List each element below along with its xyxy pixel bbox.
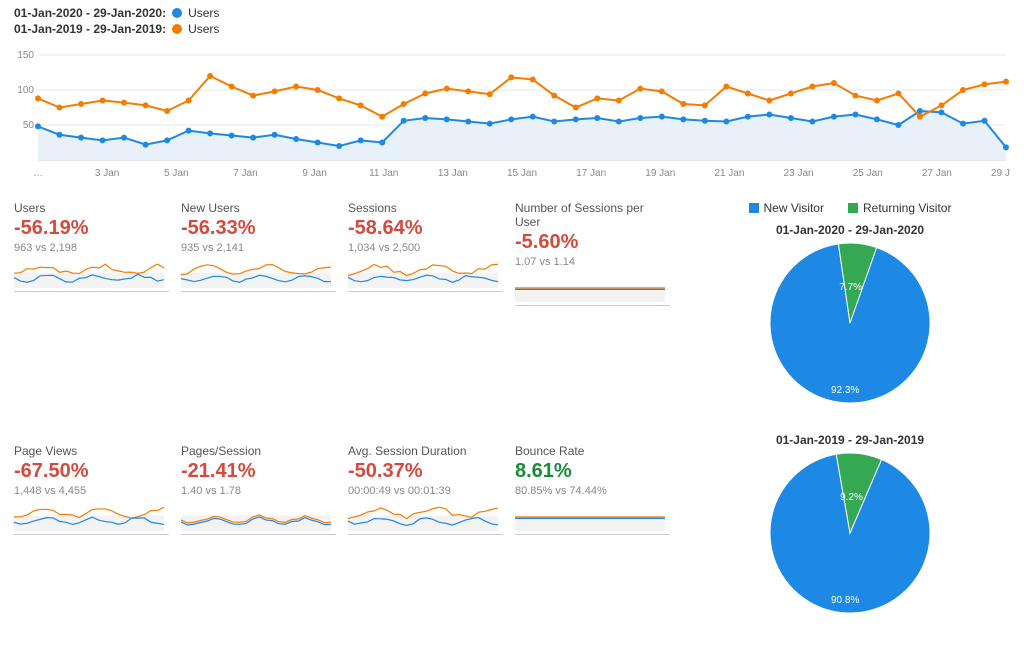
pie-section: New Visitor Returning Visitor 01-Jan-202… [690, 201, 1010, 643]
sparkline [14, 260, 164, 288]
pie-legend-returning-label: Returning Visitor [863, 201, 952, 215]
legend-period-2: 01-Jan-2019 - 29-Jan-2019: [14, 22, 166, 36]
sparkline-wrap [181, 503, 336, 535]
legend-series-label-1: Users [188, 6, 219, 20]
sparkline-wrap [14, 260, 169, 292]
svg-text:25 Jan: 25 Jan [853, 168, 883, 179]
pie-slice-label-returning: 7.7% [839, 282, 862, 293]
dot-icon [172, 8, 182, 18]
legend-row-2019: 01-Jan-2019 - 29-Jan-2019: Users [14, 22, 1010, 36]
sparkline [348, 503, 498, 531]
svg-text:19 Jan: 19 Jan [645, 168, 675, 179]
metric-percent: -50.37% [348, 460, 503, 483]
svg-text:23 Jan: 23 Jan [784, 168, 814, 179]
metric-comparison: 1.40 vs 1.78 [181, 485, 336, 497]
svg-text:…: … [33, 168, 43, 179]
svg-text:11 Jan: 11 Jan [369, 168, 398, 179]
sparkline [181, 503, 331, 531]
pie-title: 01-Jan-2019 - 29-Jan-2019 [690, 433, 1010, 447]
metric-percent: -67.50% [14, 460, 169, 483]
metric-comparison: 1,448 vs 4,455 [14, 485, 169, 497]
svg-text:7 Jan: 7 Jan [233, 168, 257, 179]
metric-card[interactable]: Page Views -67.50% 1,448 vs 4,455 [14, 444, 169, 643]
metric-comparison: 1,034 vs 2,500 [348, 242, 503, 254]
sparkline [515, 503, 665, 531]
pie-title: 01-Jan-2020 - 29-Jan-2020 [690, 223, 1010, 237]
metric-card[interactable]: Sessions -58.64% 1,034 vs 2,500 [348, 201, 503, 414]
metric-comparison: 80.85% vs 74.44% [515, 485, 670, 497]
sparkline [515, 274, 665, 302]
metric-title: Bounce Rate [515, 444, 670, 458]
sparkline [181, 260, 331, 288]
pie-legend: New Visitor Returning Visitor [690, 201, 1010, 215]
metric-title: Page Views [14, 444, 169, 458]
pie-legend-returning: Returning Visitor [848, 201, 952, 215]
svg-text:50: 50 [23, 120, 35, 131]
metric-title: Sessions [348, 201, 503, 215]
legend-series-label-2: Users [188, 22, 219, 36]
metric-card[interactable]: Bounce Rate 8.61% 80.85% vs 74.44% [515, 444, 670, 643]
svg-text:21 Jan: 21 Jan [714, 168, 744, 179]
pie-slice-label-returning: 9.2% [840, 492, 863, 503]
pie-legend-new: New Visitor [749, 201, 824, 215]
metric-percent: -56.33% [181, 217, 336, 240]
metric-card[interactable]: Pages/Session -21.41% 1.40 vs 1.78 [181, 444, 336, 643]
legend-period-1: 01-Jan-2020 - 29-Jan-2020: [14, 6, 166, 20]
legend-row-2020: 01-Jan-2020 - 29-Jan-2020: Users [14, 6, 1010, 20]
metric-title: Pages/Session [181, 444, 336, 458]
svg-text:29 Jan: 29 Jan [991, 168, 1010, 179]
line-chart-svg: 50 100 150 … 3 Jan 5 Jan 7 Jan 9 Jan 11 Jan 13 Ja… [14, 40, 1010, 180]
pie-slice-label-new: 90.8% [831, 595, 859, 606]
sparkline [14, 503, 164, 531]
svg-text:5 Jan: 5 Jan [164, 168, 188, 179]
metric-card[interactable]: Number of Sessions per User -5.60% 1.07 … [515, 201, 670, 414]
sparkline [348, 260, 498, 288]
square-icon [848, 203, 858, 213]
metric-card[interactable]: Users -56.19% 963 vs 2,198 [14, 201, 169, 414]
metric-card[interactable]: Avg. Session Duration -50.37% 00:00:49 v… [348, 444, 503, 643]
svg-text:9 Jan: 9 Jan [302, 168, 326, 179]
dot-icon [172, 24, 182, 34]
sparkline-wrap [515, 503, 670, 535]
main-chart: 50 100 150 … 3 Jan 5 Jan 7 Jan 9 Jan 11 Jan 13 Ja… [0, 40, 1024, 189]
metric-percent: -5.60% [515, 231, 670, 254]
metric-percent: -58.64% [348, 217, 503, 240]
metric-comparison: 935 vs 2,141 [181, 242, 336, 254]
metrics-grid: Users -56.19% 963 vs 2,198 New Users -56… [14, 201, 670, 643]
svg-text:17 Jan: 17 Jan [576, 168, 606, 179]
metric-card[interactable]: New Users -56.33% 935 vs 2,141 [181, 201, 336, 414]
pie-block: 01-Jan-2019 - 29-Jan-2019 9.2% 90.8% [690, 433, 1010, 623]
metric-comparison: 00:00:49 vs 00:01:39 [348, 485, 503, 497]
sparkline-wrap [14, 503, 169, 535]
pie-slice-label-new: 92.3% [831, 385, 859, 396]
metric-comparison: 963 vs 2,198 [14, 242, 169, 254]
metric-title: New Users [181, 201, 336, 215]
pies-holder: 01-Jan-2020 - 29-Jan-2020 7.7% 92.3% 01-… [690, 223, 1010, 623]
lower-section: Users -56.19% 963 vs 2,198 New Users -56… [0, 189, 1024, 655]
svg-text:150: 150 [17, 50, 34, 61]
svg-text:3 Jan: 3 Jan [95, 168, 119, 179]
sparkline-wrap [348, 503, 503, 535]
sparkline-wrap [348, 260, 503, 292]
metric-percent: -21.41% [181, 460, 336, 483]
metric-percent: -56.19% [14, 217, 169, 240]
svg-text:13 Jan: 13 Jan [438, 168, 468, 179]
metric-title: Avg. Session Duration [348, 444, 503, 458]
svg-text:100: 100 [17, 85, 34, 96]
metric-percent: 8.61% [515, 460, 670, 483]
metric-comparison: 1.07 vs 1.14 [515, 256, 670, 268]
square-icon [749, 203, 759, 213]
pie-chart: 7.7% 92.3% [765, 243, 935, 413]
pie-legend-new-label: New Visitor [764, 201, 824, 215]
metric-title: Users [14, 201, 169, 215]
svg-text:15 Jan: 15 Jan [507, 168, 537, 179]
metric-title: Number of Sessions per User [515, 201, 670, 229]
sparkline-wrap [181, 260, 336, 292]
top-legend: 01-Jan-2020 - 29-Jan-2020: Users 01-Jan-… [0, 0, 1024, 40]
pie-chart: 9.2% 90.8% [765, 453, 935, 623]
sparkline-wrap [515, 274, 670, 306]
svg-text:27 Jan: 27 Jan [922, 168, 952, 179]
pie-block: 01-Jan-2020 - 29-Jan-2020 7.7% 92.3% [690, 223, 1010, 413]
